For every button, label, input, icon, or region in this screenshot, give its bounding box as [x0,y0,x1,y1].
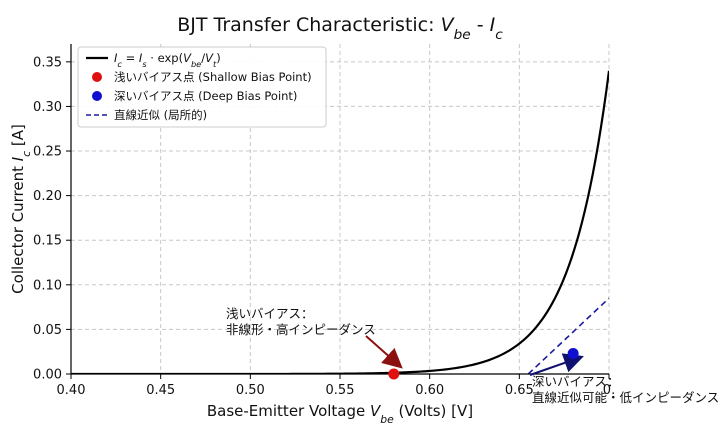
y-tick-label-7: 0.35 [33,55,62,70]
deep-annotation: 深いバイアス：直線近似可能・低インピーダンス [532,374,719,405]
x-tick-label-6: 0. [603,383,615,398]
tangent-line [527,297,609,374]
legend-box [77,46,327,128]
x-tick-label-1: 0.45 [146,383,175,398]
legend-swatch-shallow [92,72,102,82]
tick-labels: 0.40 0.45 0.50 0.55 0.60 0.65 0. 0.00 0.05 0.10 0.… [33,55,615,398]
chart-title: BJT Transfer Characteristic: Vbe - Ic [177,14,503,43]
shallow-annotation: 浅いバイアス：非線形・高インピーダンス [226,306,376,337]
shallow-bias-point [388,368,400,380]
y-tick-label-4: 0.20 [33,189,62,204]
y-axis-label: Collector Current Ic [A] [9,124,33,294]
x-tick-label-4: 0.60 [415,383,444,398]
x-tick-label-3: 0.55 [326,383,355,398]
y-tick-label-2: 0.10 [33,278,62,293]
x-tick-label-2: 0.50 [236,383,265,398]
deep-bias-point [567,347,579,359]
legend-label-tangent: 直線近似 (局所的) [114,108,207,122]
x-tick-label-0: 0.40 [57,383,86,398]
y-tick-label-0: 0.00 [33,368,62,383]
legend-label-curve: Ic = Is · exp(Vbe/Vt) [114,51,221,69]
legend-label-shallow: 浅いバイアス点 (Shallow Bias Point) [114,70,312,84]
shallow-arrow [365,335,403,369]
grid-lines [70,44,610,375]
legend-label-deep: 深いバイアス点 (Deep Bias Point) [114,89,297,103]
legend-swatch-deep [92,91,102,101]
legend: Ic = Is · exp(Vbe/Vt)浅いバイアス点 (Shallow Bi… [77,46,327,128]
x-tick-label-5: 0.65 [505,383,534,398]
y-tick-label-1: 0.05 [33,323,62,338]
y-tick-label-5: 0.25 [33,145,62,160]
deep-arrow [529,353,584,376]
y-tick-label-3: 0.15 [33,234,62,249]
x-axis-label: Base-Emitter Voltage Vbe (Volts) [V] [207,402,473,426]
y-tick-label-6: 0.30 [33,100,62,115]
annotations: 浅いバイアス：非線形・高インピーダンス深いバイアス：直線近似可能・低インピーダン… [226,306,719,405]
